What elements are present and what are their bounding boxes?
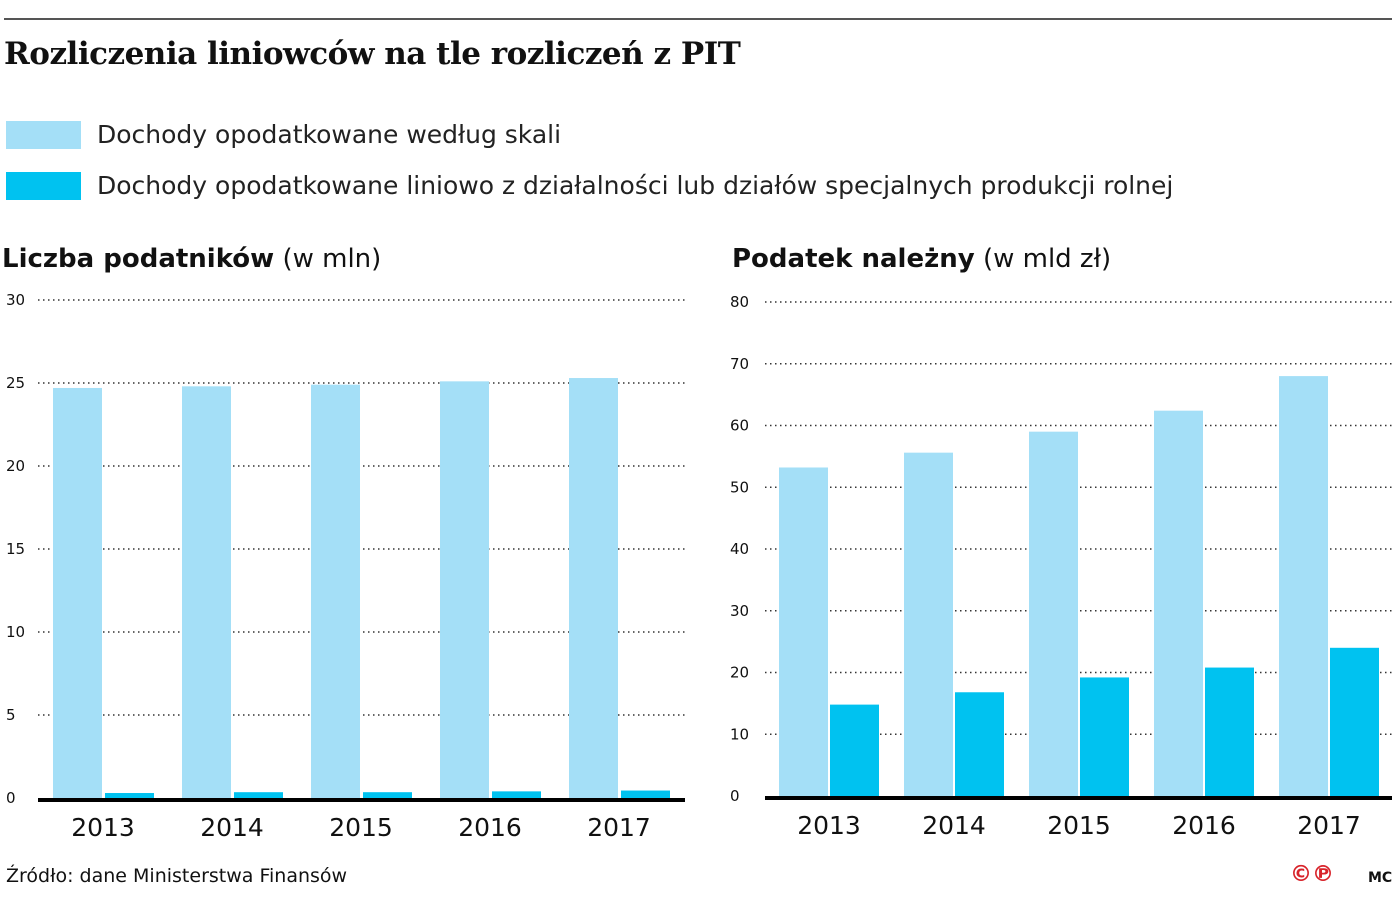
y-tick-label: 50 bbox=[730, 478, 749, 496]
legend-label: Dochody opodatkowane liniowo z działalno… bbox=[97, 171, 1174, 200]
bar-2014-series-1 bbox=[234, 792, 283, 798]
y-tick-label: 0 bbox=[730, 787, 740, 805]
bar-2015-series-1 bbox=[1080, 677, 1129, 796]
bar-2014-series-1 bbox=[955, 692, 1004, 796]
y-tick-label: 30 bbox=[6, 291, 25, 309]
y-tick-label: 20 bbox=[6, 457, 25, 475]
bar-2015-series-1 bbox=[363, 792, 412, 798]
legend-item-scale: Dochody opodatkowane według skali bbox=[6, 120, 561, 149]
y-tick-label: 10 bbox=[6, 623, 25, 641]
right-chart-title: Podatek należny (w mld zł) bbox=[732, 244, 1111, 274]
chart-title: Rozliczenia liniowców na tle rozliczeń z… bbox=[4, 36, 741, 72]
y-tick-label: 60 bbox=[730, 417, 749, 435]
bar-2014-series-0 bbox=[182, 386, 231, 798]
bar-2016-series-1 bbox=[492, 791, 541, 798]
y-tick-label: 10 bbox=[730, 725, 749, 743]
y-tick-label: 40 bbox=[730, 540, 749, 558]
x-tick-label: 2014 bbox=[922, 811, 986, 840]
y-tick-label: 30 bbox=[730, 602, 749, 620]
legend-item-linear: Dochody opodatkowane liniowo z działalno… bbox=[6, 171, 1173, 200]
source-note: Źródło: dane Ministerstwa Finansów bbox=[6, 865, 348, 887]
bar-2017-series-1 bbox=[1330, 647, 1379, 796]
bar-2014-series-0 bbox=[904, 452, 953, 796]
x-tick-label: 2013 bbox=[71, 813, 135, 842]
bar-2015-series-0 bbox=[311, 384, 360, 798]
bar-2016-series-1 bbox=[1205, 667, 1254, 796]
bar-2013-series-1 bbox=[830, 704, 879, 796]
legend-swatch bbox=[6, 120, 81, 149]
y-tick-label: 20 bbox=[730, 664, 749, 682]
bar-2016-series-0 bbox=[1154, 410, 1203, 796]
right-chart-title-bold: Podatek należny bbox=[732, 244, 975, 274]
y-tick-label: 0 bbox=[6, 789, 16, 807]
left-chart-title: Liczba podatników (w mln) bbox=[2, 244, 381, 274]
x-tick-label: 2013 bbox=[797, 811, 861, 840]
legend-label: Dochody opodatkowane według skali bbox=[97, 120, 562, 149]
bar-2013-series-0 bbox=[779, 467, 828, 796]
x-tick-label: 2017 bbox=[587, 813, 651, 842]
x-tick-label: 2014 bbox=[200, 813, 264, 842]
left-chart-title-bold: Liczba podatników bbox=[2, 244, 275, 274]
bar-2017-series-0 bbox=[1279, 376, 1328, 796]
y-tick-label: 25 bbox=[6, 374, 25, 392]
bar-2016-series-0 bbox=[440, 381, 489, 798]
right-chart-unit: (w mld zł) bbox=[982, 244, 1112, 274]
legend-swatch bbox=[6, 171, 81, 200]
author-initials: MC bbox=[1368, 870, 1393, 886]
top-rule bbox=[4, 18, 1392, 20]
bar-2017-series-1 bbox=[621, 790, 670, 798]
bar-2017-series-0 bbox=[569, 378, 618, 798]
y-tick-label: 70 bbox=[730, 355, 749, 373]
x-tick-label: 2016 bbox=[458, 813, 522, 842]
x-tick-label: 2015 bbox=[329, 813, 393, 842]
y-tick-label: 5 bbox=[6, 706, 16, 724]
x-tick-label: 2015 bbox=[1047, 811, 1111, 840]
copyright-logo: ©℗ bbox=[1290, 862, 1334, 887]
x-tick-label: 2016 bbox=[1172, 811, 1236, 840]
bar-2013-series-1 bbox=[105, 793, 154, 798]
x-tick-label: 2017 bbox=[1297, 811, 1361, 840]
bar-2015-series-0 bbox=[1029, 431, 1078, 796]
left-chart-unit: (w mln) bbox=[282, 244, 382, 274]
y-tick-label: 80 bbox=[730, 293, 749, 311]
y-tick-label: 15 bbox=[6, 540, 25, 558]
bar-2013-series-0 bbox=[53, 387, 102, 798]
